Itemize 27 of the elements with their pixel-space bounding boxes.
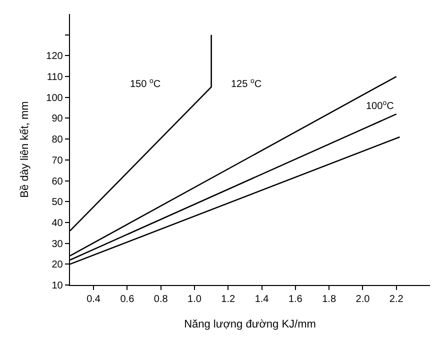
x-tick-label: 1.6 [288, 294, 303, 306]
x-tick-label: 1.8 [322, 294, 336, 306]
x-tick-label: 0.6 [120, 294, 135, 306]
y-axis-title: Bề dày liên kết, mm [18, 101, 31, 198]
y-tick-label: 90 [52, 114, 64, 125]
y-tick-label: 70 [52, 155, 64, 166]
x-axis-title: Năng lượng đường KJ/mm [184, 318, 316, 330]
x-tick-label: 1.0 [188, 294, 202, 306]
y-tick-label: 60 [52, 176, 64, 188]
y-tick-label: 20 [52, 260, 64, 271]
annotation: 100$^{o}$C [366, 100, 394, 112]
y-tick-label: 30 [52, 238, 64, 250]
y-tick-label: 40 [52, 218, 64, 229]
y-tick-label: 120 [46, 51, 64, 62]
y-tick-label: 80 [52, 134, 64, 146]
x-tick-label: 0.4 [86, 294, 101, 306]
x-tick-label: 2.0 [356, 294, 370, 306]
y-tick-label: 100 [46, 92, 64, 104]
y-tick-label: 110 [46, 72, 64, 84]
x-tick-label: 0.8 [154, 294, 168, 306]
y-tick-label: 50 [52, 197, 64, 208]
x-tick-label: 2.2 [389, 294, 404, 306]
y-tick-label: 10 [52, 280, 64, 292]
x-tick-label: 1.2 [221, 294, 236, 306]
annotation: 150 $^{o}$C [130, 78, 161, 90]
annotation: 125 $^{o}$C [231, 78, 262, 90]
x-tick-label: 1.4 [254, 294, 270, 306]
